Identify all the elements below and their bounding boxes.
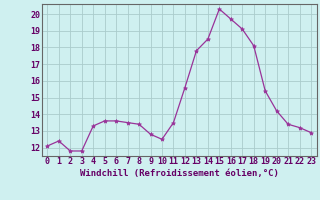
X-axis label: Windchill (Refroidissement éolien,°C): Windchill (Refroidissement éolien,°C)	[80, 169, 279, 178]
